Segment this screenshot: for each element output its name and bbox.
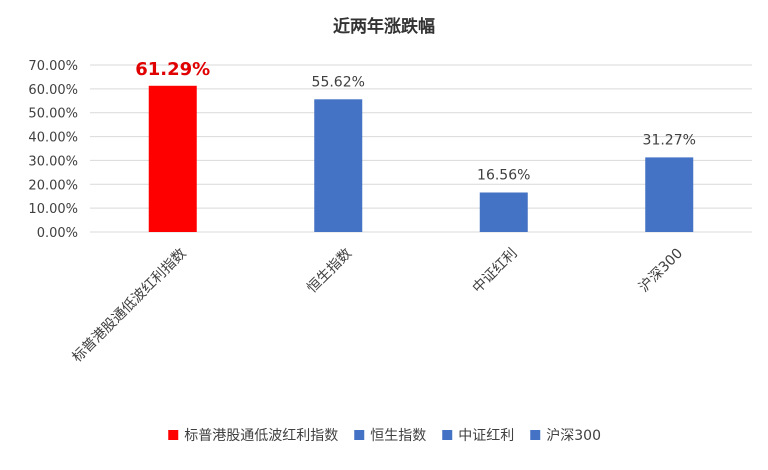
legend-swatch — [354, 430, 365, 440]
y-tick-label: 30.00% — [28, 154, 78, 169]
legend-swatch — [168, 430, 179, 440]
y-tick-label: 20.00% — [28, 178, 78, 193]
category-label: 恒生指数 — [304, 246, 355, 297]
legend-swatch — [442, 430, 453, 440]
data-label: 61.29% — [135, 59, 210, 80]
legend-item: 中证红利 — [442, 428, 514, 444]
x-axis-category-labels: 标普港股通低波红利指数 恒生指数 中证红利 沪深300 — [69, 246, 686, 366]
y-tick-label: 50.00% — [28, 107, 78, 122]
legend-item: 标普港股通低波红利指数 — [168, 428, 338, 444]
data-label: 16.56% — [477, 167, 530, 183]
legend-label: 标普港股通低波红利指数 — [184, 428, 338, 444]
grid-lines — [90, 64, 752, 233]
y-tick-label: 10.00% — [28, 202, 78, 217]
y-tick-label: 40.00% — [28, 131, 78, 146]
category-label: 标普港股通低波红利指数 — [69, 246, 189, 366]
bars — [148, 85, 694, 232]
legend-label: 中证红利 — [458, 428, 514, 444]
data-label: 55.62% — [312, 74, 365, 90]
chart-title: 近两年涨跌幅 — [333, 16, 435, 37]
category-label: 中证红利 — [470, 246, 521, 297]
data-labels: 61.29% 55.62% 16.56% 31.27% — [135, 59, 696, 184]
legend: 标普港股通低波红利指数 恒生指数 中证红利 沪深300 — [168, 428, 601, 444]
bar — [314, 99, 363, 232]
legend-item: 恒生指数 — [354, 428, 426, 444]
data-label: 31.27% — [643, 132, 696, 148]
legend-swatch — [530, 430, 541, 440]
y-tick-label: 0.00% — [37, 226, 78, 241]
legend-item: 沪深300 — [530, 428, 601, 444]
y-axis-tick-labels: 0.00% 10.00% 20.00% 30.00% 40.00% 50.00% 60.00… — [28, 59, 78, 241]
y-tick-label: 70.00% — [28, 59, 78, 74]
category-label: 沪深300 — [636, 246, 686, 296]
bar — [645, 157, 694, 232]
legend-label: 沪深300 — [546, 428, 601, 444]
bar — [148, 85, 197, 232]
y-tick-label: 60.00% — [28, 83, 78, 98]
bar — [479, 192, 528, 232]
legend-label: 恒生指数 — [370, 428, 426, 444]
